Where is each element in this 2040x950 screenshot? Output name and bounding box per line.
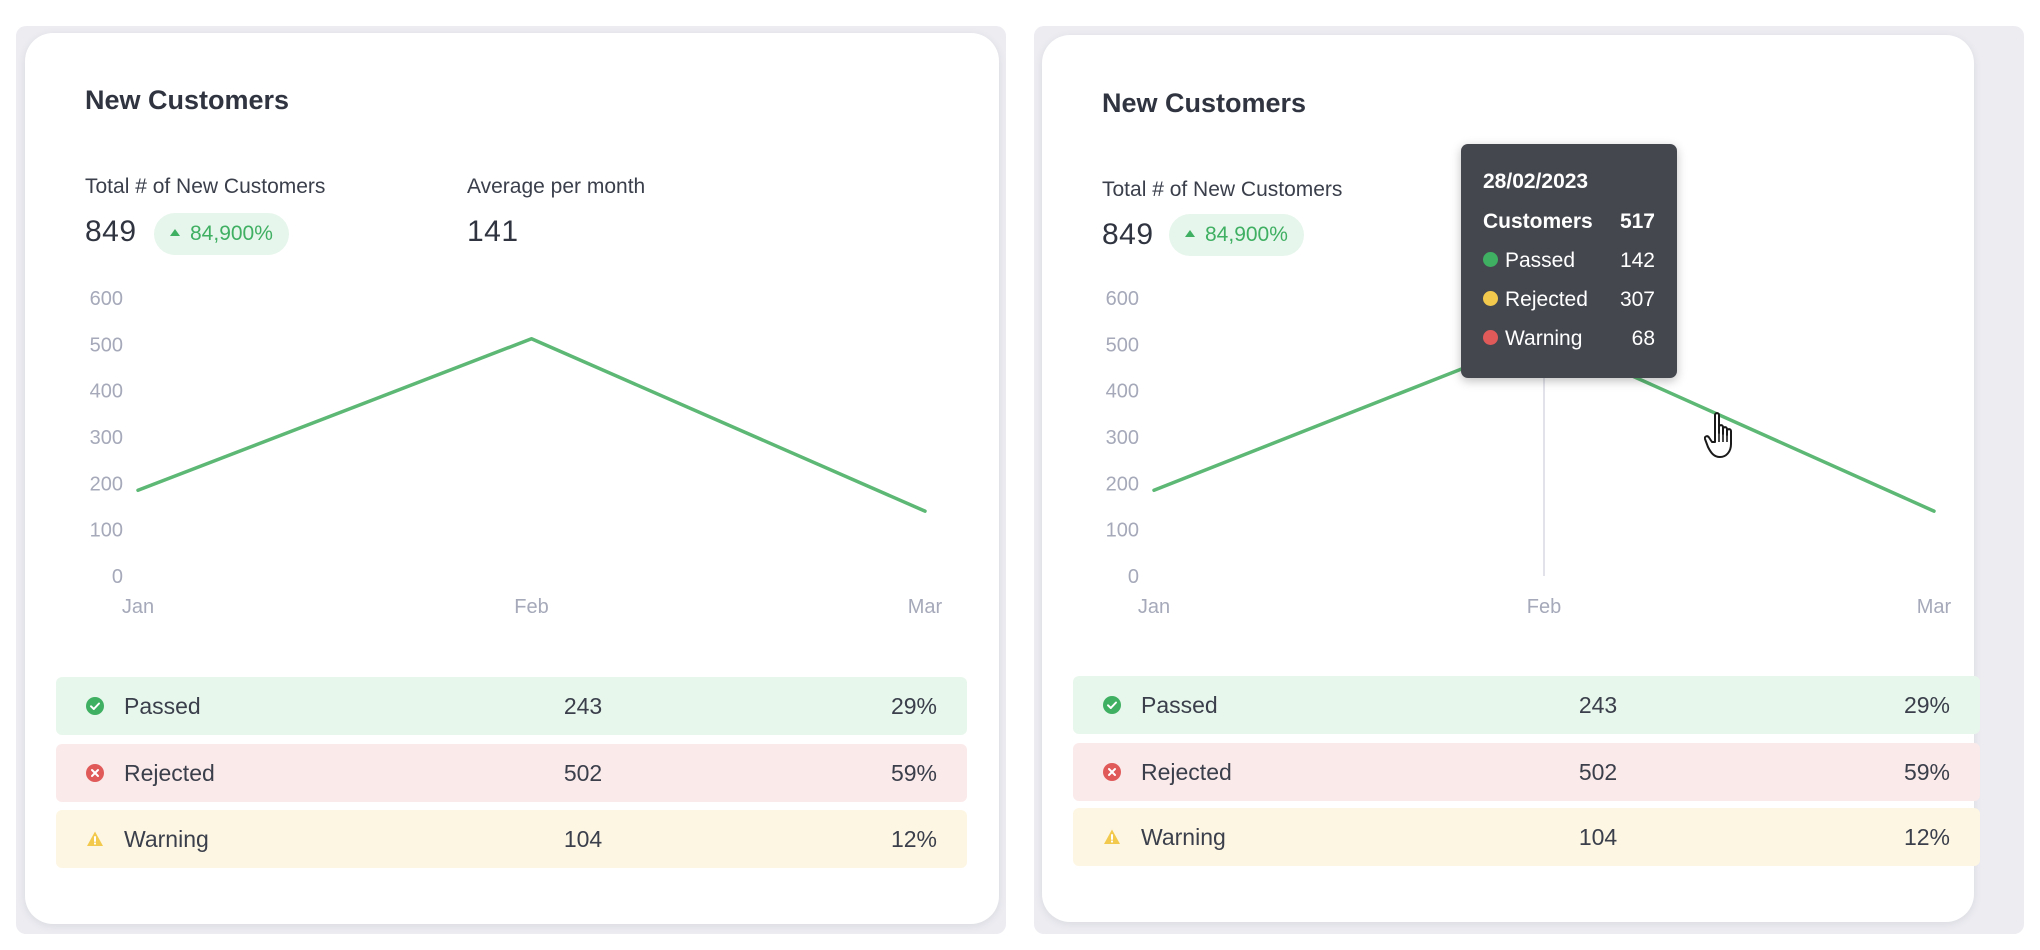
line-chart-left[interactable]: 0 100 200 300 400 500 600 Jan Feb Mar xyxy=(25,33,999,924)
tooltip-date: 28/02/2023 xyxy=(1483,170,1589,193)
data-point[interactable] xyxy=(1928,505,1940,517)
row-percent: 29% xyxy=(890,693,937,719)
status-row-warning[interactable]: Warning 104 12% xyxy=(1073,808,1980,866)
row-percent: 12% xyxy=(890,826,937,852)
y-tick-label: 600 xyxy=(90,288,123,310)
tooltip-label: Customers xyxy=(1483,210,1593,233)
status-row-passed[interactable]: Passed 243 29% xyxy=(56,677,967,735)
y-tick-label: 300 xyxy=(90,427,123,449)
data-point[interactable] xyxy=(919,505,931,517)
y-tick-label: 400 xyxy=(1106,381,1139,403)
check-circle-icon xyxy=(1103,696,1121,714)
check-circle-icon xyxy=(86,697,104,715)
row-label: Warning xyxy=(1141,824,1226,850)
row-count: 502 xyxy=(563,760,603,786)
warning-triangle-icon xyxy=(87,831,103,846)
tooltip-label: Rejected xyxy=(1505,288,1588,311)
x-tick-label: Jan xyxy=(1138,596,1170,618)
tooltip-value: 142 xyxy=(1619,249,1655,272)
y-tick-label: 300 xyxy=(1106,427,1139,449)
row-label: Rejected xyxy=(124,760,215,786)
y-tick-label: 400 xyxy=(90,381,123,403)
row-label: Warning xyxy=(124,826,209,852)
hand-pointer-icon xyxy=(1704,412,1732,458)
change-value: 84,900% xyxy=(190,222,273,245)
warning-triangle-icon xyxy=(1104,829,1120,844)
total-label: Total # of New Customers xyxy=(1102,178,1343,201)
tooltip-label: Passed xyxy=(1505,249,1576,272)
x-tick-label: Jan xyxy=(122,596,154,618)
x-circle-icon xyxy=(1103,763,1121,781)
trend-up-icon xyxy=(1185,229,1195,237)
average-value: 141 xyxy=(467,215,519,248)
data-point[interactable] xyxy=(526,333,538,345)
card-title: New Customers xyxy=(1102,88,1307,118)
row-count: 243 xyxy=(1578,692,1618,718)
new-customers-card-right: New Customers Total # of New Customers 8… xyxy=(1042,35,1980,922)
y-tick-label: 0 xyxy=(112,566,123,588)
x-tick-label: Mar xyxy=(1917,596,1952,618)
status-row-warning[interactable]: Warning 104 12% xyxy=(56,810,967,868)
x-tick-label: Feb xyxy=(514,596,548,618)
tooltip-row-rejected: Rejected 307 xyxy=(1483,288,1655,318)
y-tick-label: 200 xyxy=(90,473,123,495)
series-line-customers[interactable] xyxy=(136,337,927,513)
change-value: 84,900% xyxy=(1205,223,1288,246)
row-percent: 29% xyxy=(1903,692,1950,718)
status-row-rejected[interactable]: Rejected 502 59% xyxy=(1073,743,1980,801)
status-row-passed[interactable]: Passed 243 29% xyxy=(1073,676,1980,734)
row-label: Passed xyxy=(124,693,201,719)
y-tick-label: 500 xyxy=(90,334,123,356)
change-badge: 84,900% xyxy=(154,213,289,255)
row-label: Rejected xyxy=(1141,759,1232,785)
average-label: Average per month xyxy=(467,175,646,198)
tooltip-label: Warning xyxy=(1505,327,1583,350)
chart-tooltip: 28/02/2023 Customers 517 Passed 142 Reje… xyxy=(1461,144,1677,378)
tooltip-row-customers: Customers 517 xyxy=(1483,210,1655,240)
row-percent: 12% xyxy=(1903,824,1950,850)
total-value: 849 xyxy=(1102,218,1154,251)
row-count: 502 xyxy=(1578,759,1618,785)
row-label: Passed xyxy=(1141,692,1218,718)
row-count: 104 xyxy=(563,826,603,852)
x-tick-label: Mar xyxy=(908,596,943,618)
tooltip-value: 307 xyxy=(1619,288,1655,311)
data-point[interactable] xyxy=(132,484,144,496)
y-tick-label: 500 xyxy=(1106,334,1139,356)
tooltip-row-passed: Passed 142 xyxy=(1483,249,1655,279)
new-customers-card-left: New Customers Total # of New Customers 8… xyxy=(25,33,999,924)
total-label: Total # of New Customers xyxy=(85,175,326,198)
status-row-rejected[interactable]: Rejected 502 59% xyxy=(56,744,967,802)
red-dot-icon xyxy=(1483,329,1498,345)
row-count: 104 xyxy=(1578,824,1618,850)
data-point[interactable] xyxy=(1148,484,1160,496)
yellow-dot-icon xyxy=(1483,290,1498,306)
tooltip-value: 68 xyxy=(1631,327,1655,350)
green-dot-icon xyxy=(1483,251,1498,267)
y-tick-label: 200 xyxy=(1106,473,1139,495)
y-tick-label: 0 xyxy=(1128,566,1139,588)
y-tick-label: 600 xyxy=(1106,288,1139,310)
card-title: New Customers xyxy=(85,85,290,115)
x-tick-label: Feb xyxy=(1527,596,1561,618)
total-value: 849 xyxy=(85,215,137,248)
tooltip-value: 517 xyxy=(1619,210,1655,233)
y-tick-label: 100 xyxy=(1106,520,1139,542)
row-percent: 59% xyxy=(890,760,937,786)
change-badge: 84,900% xyxy=(1169,214,1304,256)
tooltip-row-warning: Warning 68 xyxy=(1483,327,1655,357)
y-tick-label: 100 xyxy=(90,520,123,542)
row-count: 243 xyxy=(563,693,603,719)
row-percent: 59% xyxy=(1903,759,1950,785)
trend-up-icon xyxy=(170,228,180,236)
x-circle-icon xyxy=(86,764,104,782)
